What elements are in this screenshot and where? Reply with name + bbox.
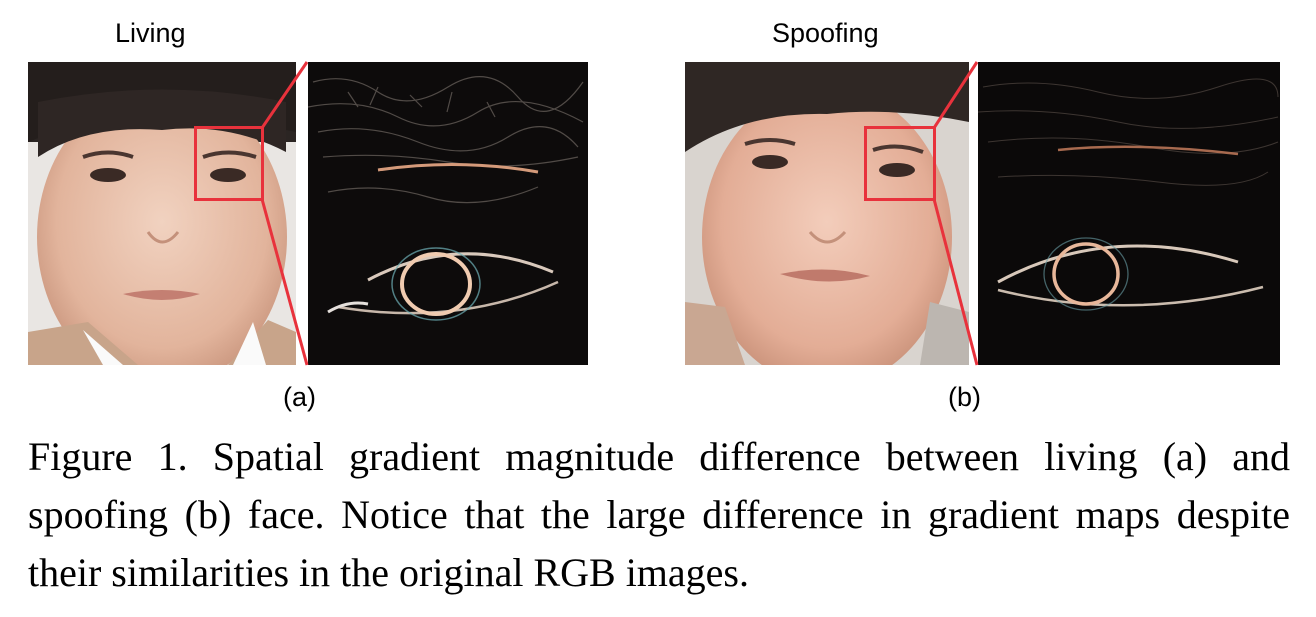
subfigure-a-label: (a) (283, 382, 316, 412)
subfigure-b-label: (b) (948, 382, 981, 412)
spoofing-zoom-box (864, 126, 936, 201)
spoofing-label: Spoofing (772, 18, 879, 48)
living-face-photo (28, 62, 296, 365)
living-gradient-map (308, 62, 588, 365)
spoofing-face-photo (685, 62, 969, 365)
spoofing-gradient-map (978, 62, 1280, 365)
living-label: Living (115, 18, 186, 48)
figure-caption: Figure 1. Spatial gradient magnitude dif… (28, 434, 1290, 595)
living-zoom-box (194, 126, 264, 201)
